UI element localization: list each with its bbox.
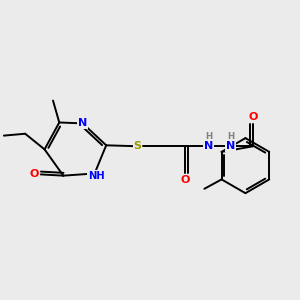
Text: H: H xyxy=(205,132,212,141)
Text: O: O xyxy=(249,112,258,122)
Text: H: H xyxy=(227,132,234,141)
Text: N: N xyxy=(78,118,87,128)
Text: O: O xyxy=(30,169,39,179)
Text: NH: NH xyxy=(88,171,104,181)
Text: N: N xyxy=(204,141,213,151)
Text: N: N xyxy=(226,141,235,151)
Text: S: S xyxy=(134,141,142,151)
Text: O: O xyxy=(181,175,190,185)
